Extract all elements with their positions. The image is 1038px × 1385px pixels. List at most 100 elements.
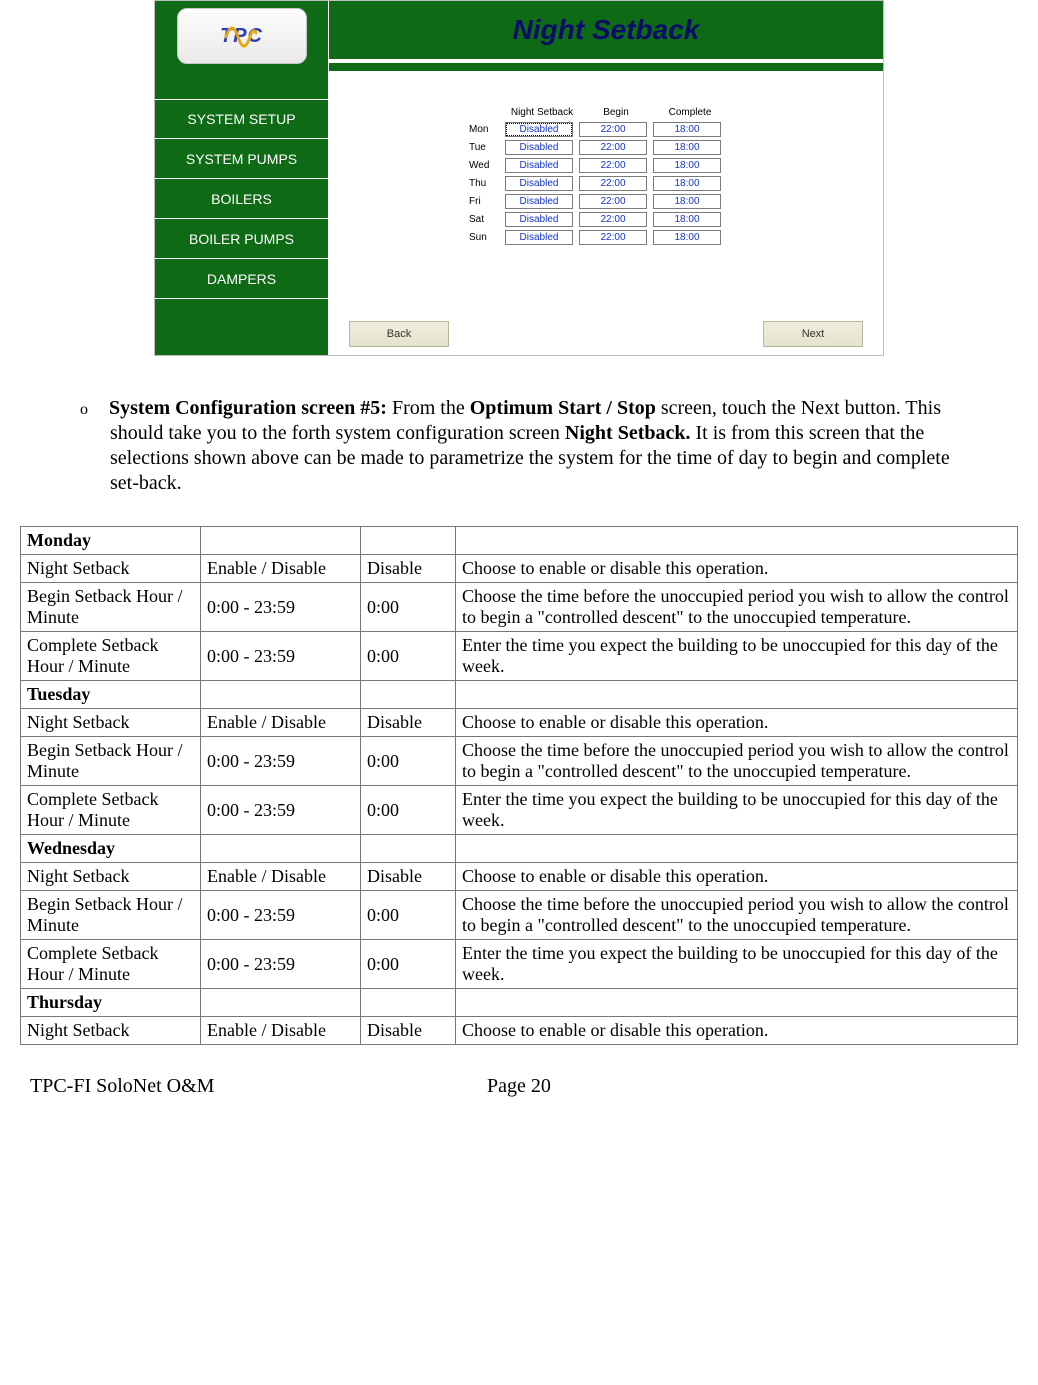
param-desc: Choose the time before the unoccupied pe… — [456, 583, 1018, 632]
setback-field[interactable]: Disabled — [505, 230, 573, 245]
complete-field[interactable]: 18:00 — [653, 140, 721, 155]
param-range: 0:00 - 23:59 — [201, 583, 361, 632]
schedule-row: FriDisabled 22:00 18:00 — [469, 192, 727, 210]
schedule-day-label: Tue — [469, 142, 505, 153]
day-header-row: Tuesday — [21, 681, 1018, 709]
param-default: 0:00 — [361, 891, 456, 940]
begin-field[interactable]: 22:00 — [579, 140, 647, 155]
param-desc: Enter the time you expect the building t… — [456, 786, 1018, 835]
col-header-begin: Begin — [579, 107, 653, 118]
nav-boiler-pumps[interactable]: BOILER PUMPS — [155, 219, 328, 259]
complete-field[interactable]: 18:00 — [653, 122, 721, 137]
begin-field[interactable]: 22:00 — [579, 158, 647, 173]
lead-bold-1: System Configuration screen #5: — [109, 397, 387, 419]
logo-cell: TPC — [155, 1, 329, 71]
param-name: Night Setback — [21, 555, 201, 583]
nav-system-setup[interactable]: SYSTEM SETUP — [155, 99, 328, 139]
param-default: 0:00 — [361, 583, 456, 632]
schedule-row: SatDisabled 22:00 18:00 — [469, 210, 727, 228]
param-default: Disable — [361, 1017, 456, 1045]
schedule-day-label: Fri — [469, 196, 505, 207]
col-header-setback: Night Setback — [505, 107, 579, 118]
schedule-grid: Night Setback Begin Complete MonDisabled… — [469, 107, 727, 246]
schedule-row: WedDisabled22:0018:00 — [469, 156, 727, 174]
complete-field[interactable]: 18:00 — [653, 194, 721, 209]
schedule-day-label: Sun — [469, 232, 505, 243]
day-name: Thursday — [21, 989, 201, 1017]
param-desc: Choose the time before the unoccupied pe… — [456, 891, 1018, 940]
complete-field[interactable]: 18:00 — [653, 212, 721, 227]
param-row: Night SetbackEnable / DisableDisableChoo… — [21, 555, 1018, 583]
schedule-row: MonDisabled22:0018:00 — [469, 120, 727, 138]
setback-field[interactable]: Disabled — [505, 158, 573, 173]
param-row: Night SetbackEnable / DisableDisableChoo… — [21, 709, 1018, 737]
param-name: Night Setback — [21, 709, 201, 737]
sidebar-nav: SYSTEM SETUP SYSTEM PUMPS BOILERS BOILER… — [155, 71, 329, 355]
begin-field[interactable]: 22:00 — [579, 122, 647, 137]
param-row: Complete Setback Hour / Minute0:00 - 23:… — [21, 632, 1018, 681]
param-range: 0:00 - 23:59 — [201, 891, 361, 940]
setback-field[interactable]: Disabled — [505, 212, 573, 227]
day-name: Monday — [21, 527, 201, 555]
footer-doc-title: TPC-FI SoloNet O&M — [30, 1075, 214, 1098]
param-row: Night SetbackEnable / DisableDisableChoo… — [21, 863, 1018, 891]
list-bullet: o — [80, 400, 104, 420]
param-range: Enable / Disable — [201, 555, 361, 583]
param-row: Complete Setback Hour / Minute0:00 - 23:… — [21, 786, 1018, 835]
col-header-complete: Complete — [653, 107, 727, 118]
schedule-row: TueDisabled 22:00 18:00 — [469, 138, 727, 156]
param-name: Night Setback — [21, 1017, 201, 1045]
schedule-row: SunDisabled 22:00 18:00 — [469, 228, 727, 246]
begin-field[interactable]: 22:00 — [579, 194, 647, 209]
setback-field[interactable]: Disabled — [505, 122, 573, 137]
param-range: Enable / Disable — [201, 863, 361, 891]
nav-boilers[interactable]: BOILERS — [155, 179, 328, 219]
parameter-table: MondayNight SetbackEnable / DisableDisab… — [20, 526, 1018, 1045]
param-desc: Choose to enable or disable this operati… — [456, 709, 1018, 737]
setback-field[interactable]: Disabled — [505, 140, 573, 155]
param-range: 0:00 - 23:59 — [201, 737, 361, 786]
param-default: 0:00 — [361, 632, 456, 681]
param-desc: Choose to enable or disable this operati… — [456, 863, 1018, 891]
param-row: Complete Setback Hour / Minute0:00 - 23:… — [21, 940, 1018, 989]
schedule-day-label: Sat — [469, 214, 505, 225]
param-range: 0:00 - 23:59 — [201, 632, 361, 681]
next-button[interactable]: Next — [763, 321, 863, 347]
param-name: Begin Setback Hour / Minute — [21, 737, 201, 786]
setback-field[interactable]: Disabled — [505, 176, 573, 191]
param-name: Complete Setback Hour / Minute — [21, 940, 201, 989]
param-default: Disable — [361, 863, 456, 891]
param-row: Begin Setback Hour / Minute0:00 - 23:590… — [21, 737, 1018, 786]
param-desc: Enter the time you expect the building t… — [456, 940, 1018, 989]
complete-field[interactable]: 18:00 — [653, 176, 721, 191]
param-desc: Choose the time before the unoccupied pe… — [456, 737, 1018, 786]
param-row: Night SetbackEnable / DisableDisableChoo… — [21, 1017, 1018, 1045]
param-default: Disable — [361, 555, 456, 583]
param-desc: Choose to enable or disable this operati… — [456, 555, 1018, 583]
begin-field[interactable]: 22:00 — [579, 212, 647, 227]
complete-field[interactable]: 18:00 — [653, 230, 721, 245]
setback-field[interactable]: Disabled — [505, 194, 573, 209]
logo-text: TPC — [220, 25, 263, 48]
day-header-row: Wednesday — [21, 835, 1018, 863]
day-name: Wednesday — [21, 835, 201, 863]
param-name: Begin Setback Hour / Minute — [21, 583, 201, 632]
instruction-paragraph: o System Configuration screen #5: From t… — [110, 396, 978, 496]
nav-empty — [155, 299, 328, 339]
param-range: Enable / Disable — [201, 1017, 361, 1045]
day-header-row: Thursday — [21, 989, 1018, 1017]
nav-dampers[interactable]: DAMPERS — [155, 259, 328, 299]
back-button[interactable]: Back — [349, 321, 449, 347]
begin-field[interactable]: 22:00 — [579, 230, 647, 245]
param-default: 0:00 — [361, 786, 456, 835]
begin-field[interactable]: 22:00 — [579, 176, 647, 191]
complete-field[interactable]: 18:00 — [653, 158, 721, 173]
schedule-row: ThuDisabled22:0018:00 — [469, 174, 727, 192]
param-row: Begin Setback Hour / Minute0:00 - 23:590… — [21, 583, 1018, 632]
param-desc: Enter the time you expect the building t… — [456, 632, 1018, 681]
nav-system-pumps[interactable]: SYSTEM PUMPS — [155, 139, 328, 179]
screen-title-bar: Night Setback — [329, 1, 883, 59]
param-name: Begin Setback Hour / Minute — [21, 891, 201, 940]
param-range: 0:00 - 23:59 — [201, 786, 361, 835]
day-header-row: Monday — [21, 527, 1018, 555]
